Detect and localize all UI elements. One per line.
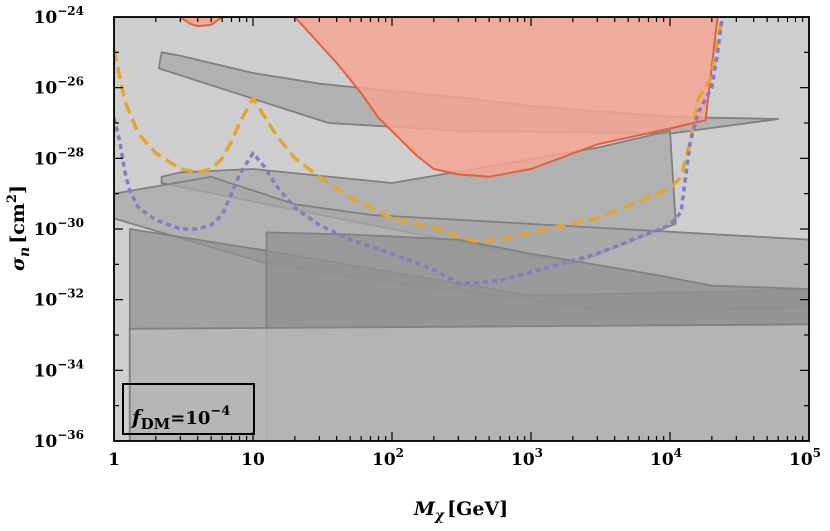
y-tick-label: 10−26 xyxy=(34,75,84,99)
y-tick-label: 10−28 xyxy=(34,145,84,169)
x-axis-symbol: M xyxy=(413,498,436,520)
y-tick-label-base: 10 xyxy=(34,8,58,28)
excluded-regions xyxy=(114,17,809,441)
y-tick-label-exponent: −26 xyxy=(57,75,84,89)
x-tick-label: 103 xyxy=(511,446,543,470)
x-tick-label: 10 xyxy=(241,450,265,470)
exclusion-region-7 xyxy=(128,323,809,441)
axis-ticks: 1 10 102 103 104 10510−2410−2610−2810−3010−32… xyxy=(34,4,821,470)
fdm-symbol: f xyxy=(130,405,144,429)
y-axis-title: σn [cm2] xyxy=(5,185,33,271)
x-axis-title: Mχ [GeV] xyxy=(413,498,508,524)
y-tick-label-exponent: −30 xyxy=(57,216,84,230)
y-tick-label: 10−36 xyxy=(34,428,84,452)
y-tick-label-base: 10 xyxy=(34,432,58,452)
x-tick-label-exponent: 5 xyxy=(813,446,821,460)
y-axis-unit-close: ] xyxy=(7,185,29,194)
x-axis-subscript: χ xyxy=(434,508,445,524)
y-tick-label: 10−30 xyxy=(34,216,84,240)
fdm-label: fDM=10−4 xyxy=(130,404,230,433)
y-tick-label-exponent: −28 xyxy=(57,145,84,159)
x-axis-unit: [GeV] xyxy=(447,498,508,520)
dashed-limit-curve-1 xyxy=(114,17,724,244)
x-tick-label: 104 xyxy=(650,446,682,470)
y-axis-unit: [cm xyxy=(7,203,29,244)
y-axis-symbol: σ xyxy=(7,256,29,271)
y-tick-label-exponent: −32 xyxy=(57,287,84,301)
x-tick-label-exponent: 2 xyxy=(396,446,404,460)
y-tick-label-base: 10 xyxy=(34,220,58,240)
x-tick-label-base: 1 xyxy=(108,450,120,470)
dotted-limit-curve-2 xyxy=(114,17,725,285)
fdm-value: =10 xyxy=(170,408,210,429)
limit-curves xyxy=(114,17,725,285)
x-tick-label-exponent: 3 xyxy=(535,446,543,460)
y-tick-label: 10−32 xyxy=(34,287,84,311)
x-tick-label-base: 10 xyxy=(511,450,535,470)
y-axis-subscript: n xyxy=(17,247,33,257)
x-tick-label-base: 10 xyxy=(241,450,265,470)
y-tick-label-base: 10 xyxy=(34,291,58,311)
exclusion-region-9 xyxy=(293,17,719,178)
x-tick-label: 1 xyxy=(108,450,120,470)
x-tick-label-base: 10 xyxy=(650,450,674,470)
x-tick-label-exponent: 4 xyxy=(674,446,682,460)
fdm-subscript: DM xyxy=(141,415,171,433)
legend-box: fDM=10−4 xyxy=(122,383,255,435)
fdm-exponent: −4 xyxy=(210,404,230,419)
x-tick-label-base: 10 xyxy=(372,450,396,470)
y-tick-label-base: 10 xyxy=(34,361,58,381)
y-tick-label-base: 10 xyxy=(34,149,58,169)
y-tick-label: 10−24 xyxy=(34,4,84,28)
x-tick-label-base: 10 xyxy=(789,450,813,470)
y-tick-label-exponent: −36 xyxy=(57,428,84,442)
y-axis-unit-exp: 2 xyxy=(5,194,20,203)
y-tick-label-base: 10 xyxy=(34,79,58,99)
x-tick-label: 102 xyxy=(372,446,404,470)
y-tick-label: 10−34 xyxy=(34,357,84,381)
x-tick-label: 105 xyxy=(789,446,821,470)
y-tick-label-exponent: −24 xyxy=(57,4,84,18)
y-tick-label-exponent: −34 xyxy=(57,357,84,371)
